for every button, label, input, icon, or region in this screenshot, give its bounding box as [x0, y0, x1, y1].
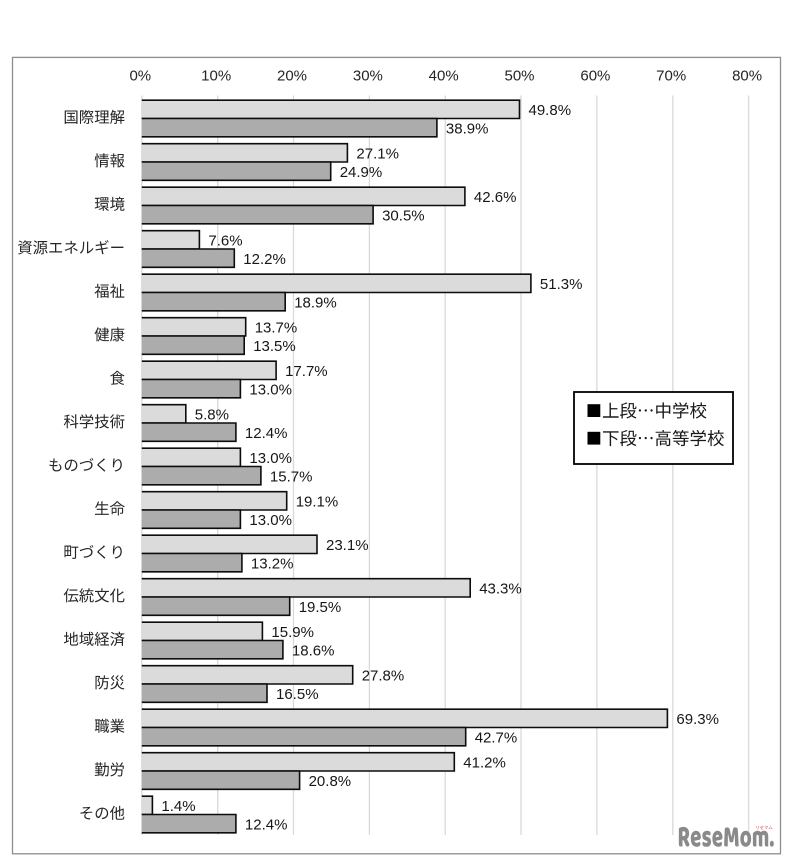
- svg-text:10%: 10%: [201, 68, 231, 85]
- svg-text:27.1%: 27.1%: [356, 146, 399, 163]
- svg-text:12.4%: 12.4%: [245, 425, 288, 442]
- svg-text:40%: 40%: [429, 68, 459, 85]
- svg-text:42.7%: 42.7%: [475, 729, 518, 746]
- svg-text:41.2%: 41.2%: [463, 755, 506, 772]
- svg-text:27.8%: 27.8%: [362, 668, 405, 685]
- svg-text:13.2%: 13.2%: [251, 555, 294, 572]
- svg-text:16.5%: 16.5%: [276, 686, 319, 703]
- svg-text:80%: 80%: [732, 68, 762, 85]
- svg-text:24.9%: 24.9%: [340, 164, 383, 181]
- svg-text:20.8%: 20.8%: [309, 773, 352, 790]
- svg-text:30.5%: 30.5%: [382, 208, 425, 225]
- svg-text:12.4%: 12.4%: [245, 816, 288, 833]
- svg-text:15.7%: 15.7%: [270, 468, 313, 485]
- svg-text:42.6%: 42.6%: [474, 189, 517, 206]
- svg-text:13.0%: 13.0%: [249, 512, 292, 529]
- svg-text:19.1%: 19.1%: [296, 494, 339, 511]
- svg-text:1.4%: 1.4%: [161, 798, 195, 815]
- svg-text:18.9%: 18.9%: [294, 294, 337, 311]
- svg-text:7.6%: 7.6%: [208, 233, 242, 250]
- svg-text:49.8%: 49.8%: [529, 102, 572, 119]
- svg-text:51.3%: 51.3%: [540, 276, 583, 293]
- svg-text:5.8%: 5.8%: [195, 407, 229, 424]
- svg-text:30%: 30%: [353, 68, 383, 85]
- svg-text:20%: 20%: [277, 68, 307, 85]
- svg-text:50%: 50%: [504, 68, 534, 85]
- svg-text:69.3%: 69.3%: [676, 711, 719, 728]
- svg-text:43.3%: 43.3%: [479, 581, 522, 598]
- svg-text:15.9%: 15.9%: [271, 624, 314, 641]
- svg-text:0%: 0%: [129, 68, 151, 85]
- svg-text:60%: 60%: [580, 68, 610, 85]
- svg-text:13.7%: 13.7%: [255, 320, 298, 337]
- svg-text:17.7%: 17.7%: [285, 363, 328, 380]
- svg-text:23.1%: 23.1%: [326, 537, 369, 554]
- svg-text:13.0%: 13.0%: [249, 450, 292, 467]
- svg-text:19.5%: 19.5%: [299, 599, 342, 616]
- svg-text:38.9%: 38.9%: [446, 121, 489, 138]
- svg-text:13.0%: 13.0%: [249, 381, 292, 398]
- svg-text:13.5%: 13.5%: [253, 338, 296, 355]
- svg-text:70%: 70%: [656, 68, 686, 85]
- svg-text:12.2%: 12.2%: [243, 251, 286, 268]
- svg-text:18.6%: 18.6%: [292, 642, 335, 659]
